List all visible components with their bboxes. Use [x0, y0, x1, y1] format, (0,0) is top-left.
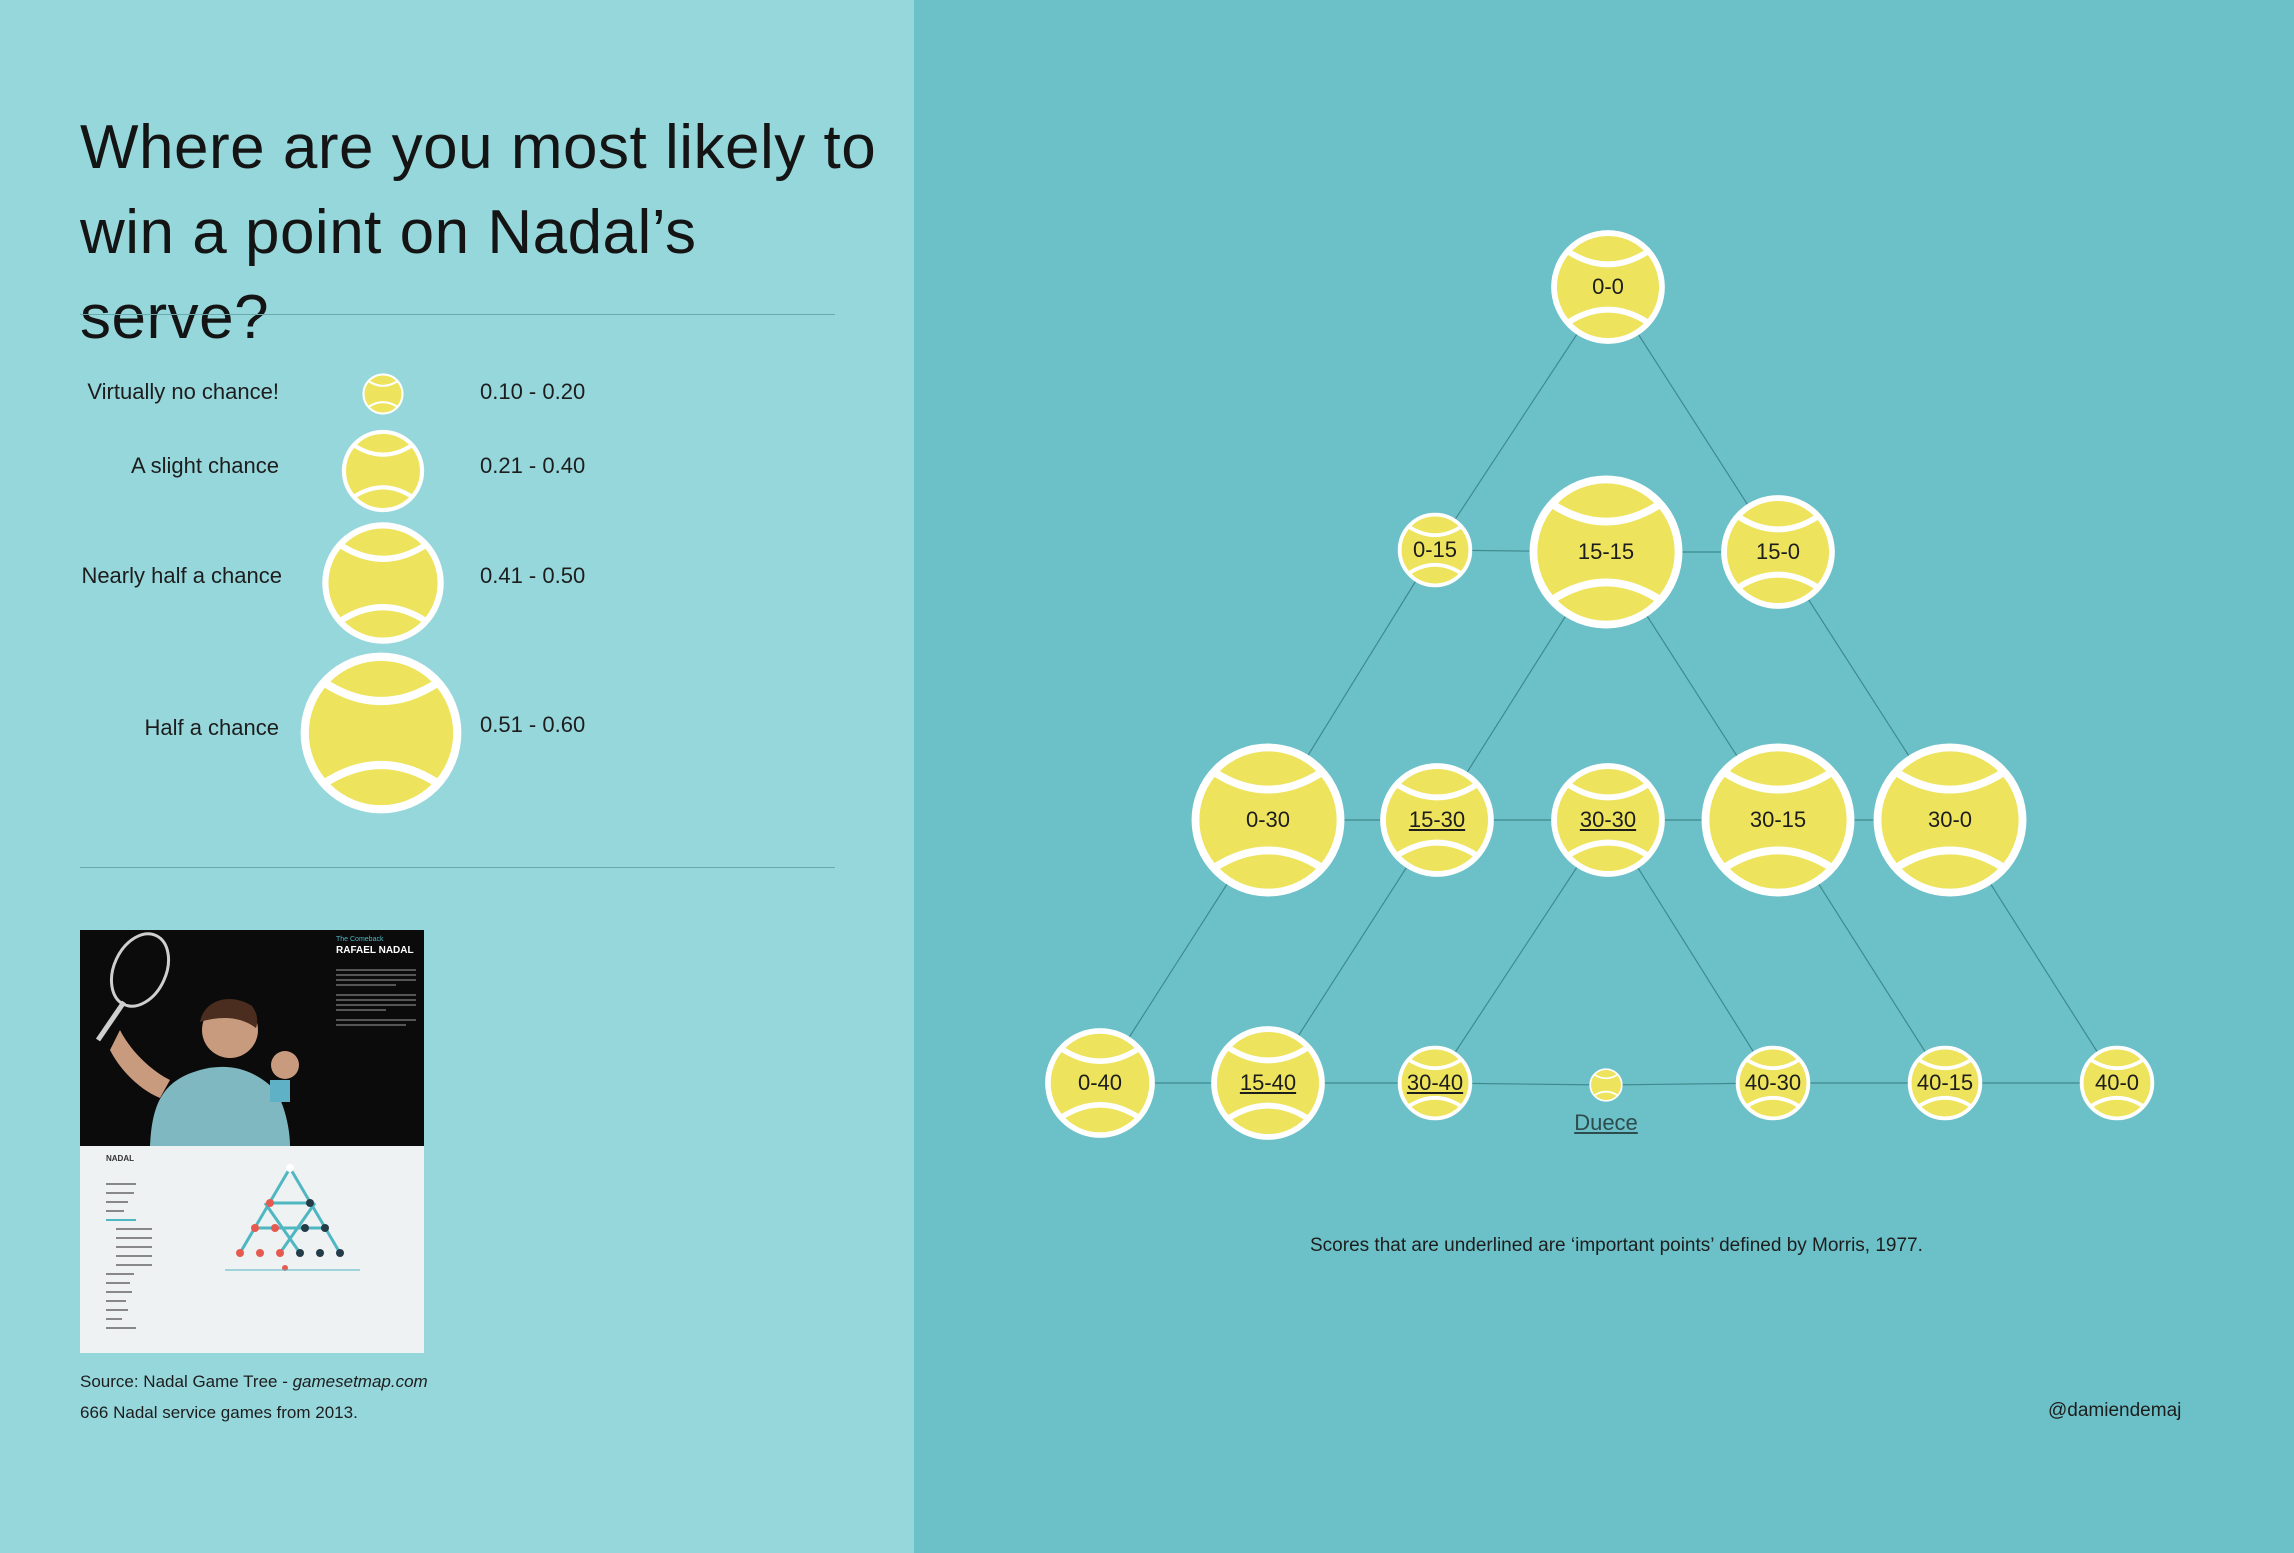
tennis-ball-icon [2079, 1045, 2155, 1121]
tennis-ball-icon [1211, 1026, 1325, 1140]
source-line: Source: Nadal Game Tree - gamesetmap.com [80, 1372, 428, 1392]
footnote: Scores that are underlined are ‘importan… [1310, 1235, 1923, 1256]
tennis-ball-icon [300, 652, 462, 814]
thumbnail-mini-tree [225, 1164, 360, 1271]
tennis-ball-icon [1551, 763, 1665, 877]
legend-label-large: Half a chance [144, 715, 279, 740]
tennis-ball-icon [322, 522, 444, 644]
score-label-40-0: 40-0 [2094, 1070, 2140, 1095]
thumbnail-heading: RAFAEL NADAL [336, 945, 414, 956]
source-site: gamesetmap.com [292, 1372, 428, 1391]
score-label-0-15: 0-15 [1412, 537, 1458, 562]
score-label-15-15: 15-15 [1577, 539, 1635, 564]
tennis-ball-icon [1397, 512, 1473, 588]
author-handle: @damiendemaj [2048, 1400, 2182, 1421]
left-panel: Where are you most likely to win a point… [0, 0, 914, 1553]
score-label-30-40: 30-40 [1406, 1070, 1464, 1095]
legend-range-small: 0.21 - 0.40 [480, 453, 586, 478]
tennis-ball-icon [1589, 1068, 1623, 1102]
score-label-15-0: 15-0 [1755, 539, 1801, 564]
thumbnail-text-block [336, 966, 416, 1029]
score-label-0-30: 0-30 [1245, 807, 1291, 832]
divider-bottom [80, 867, 835, 868]
tennis-ball-icon [341, 429, 425, 513]
legend-label-tiny: Virtually no chance! [87, 379, 279, 404]
score-label-duece: Duece [1574, 1110, 1638, 1135]
tennis-ball-icon [362, 373, 404, 415]
score-label-0-0: 0-0 [1592, 274, 1624, 299]
page-title: Where are you most likely to win a point… [80, 113, 877, 352]
legend-range-tiny: 0.10 - 0.20 [480, 379, 586, 404]
tennis-ball-icon [1873, 743, 2027, 897]
tennis-ball-icon [1191, 743, 1345, 897]
thumbnail-photo: The Comeback RAFAEL NADAL [80, 930, 424, 1146]
score-label-15-40: 15-40 [1239, 1070, 1297, 1095]
source-thumbnail: The Comeback RAFAEL NADAL NADAL [80, 930, 424, 1353]
tree-balls [1045, 230, 2155, 1140]
tennis-ball-icon [1380, 763, 1494, 877]
legend-label-small: A slight chance [131, 453, 279, 478]
score-label-30-15: 30-15 [1749, 807, 1807, 832]
score-label-15-30: 15-30 [1408, 807, 1466, 832]
tennis-ball-icon [1721, 495, 1835, 609]
thumbnail-menu [106, 1176, 156, 1336]
legend-range-medium: 0.41 - 0.50 [480, 563, 586, 588]
legend-label-medium: Nearly half a chance [81, 563, 282, 588]
tennis-ball-icon [1735, 1045, 1811, 1121]
tree-edges [1099, 286, 2118, 1086]
thumbnail-kicker: The Comeback [336, 936, 384, 943]
source-prefix: Source: Nadal Game Tree - [80, 1372, 293, 1391]
source-note: 666 Nadal service games from 2013. [80, 1403, 358, 1422]
score-label-40-15: 40-15 [1916, 1070, 1974, 1095]
tennis-ball-icon [1907, 1045, 1983, 1121]
divider-top [80, 314, 835, 315]
score-label-40-30: 40-30 [1744, 1070, 1802, 1095]
tennis-ball-icon [1551, 230, 1665, 344]
score-label-30-0: 30-0 [1927, 807, 1973, 832]
legend-range-large: 0.51 - 0.60 [480, 712, 586, 737]
score-label-0-40: 0-40 [1077, 1070, 1123, 1095]
score-label-30-30: 30-30 [1579, 807, 1637, 832]
tennis-ball-icon [1529, 475, 1683, 629]
thumbnail-section-title: NADAL [106, 1154, 134, 1163]
tennis-ball-icon [1397, 1045, 1473, 1121]
tennis-ball-icon [1045, 1028, 1155, 1138]
player-photo-illustration [80, 930, 424, 1146]
tennis-ball-icon [1701, 743, 1855, 897]
